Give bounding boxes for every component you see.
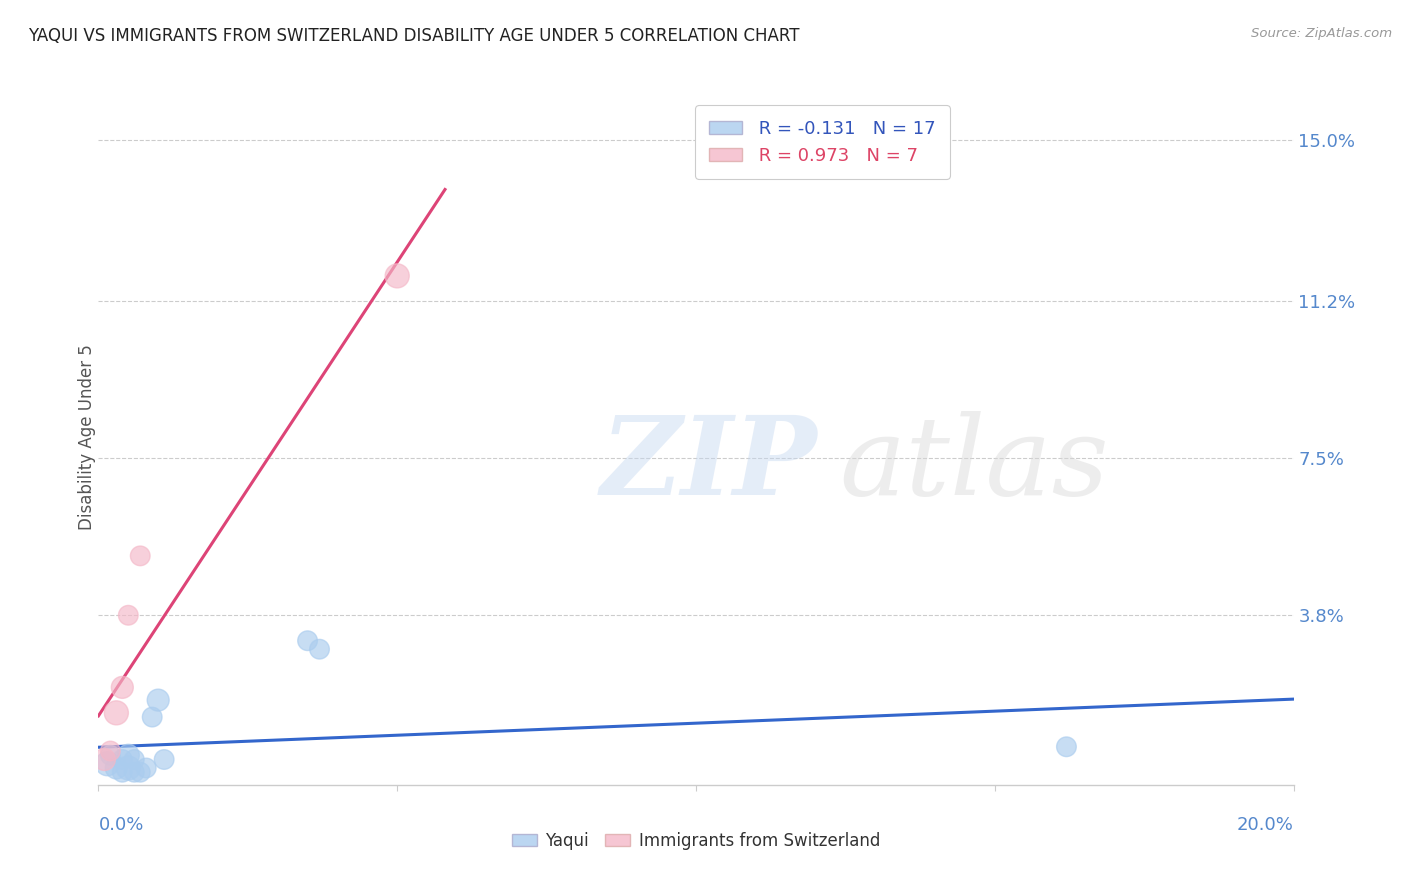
Point bbox=[117, 761, 139, 775]
Point bbox=[153, 752, 176, 766]
Point bbox=[297, 633, 319, 648]
Point bbox=[135, 761, 157, 775]
Point bbox=[117, 748, 139, 763]
Point bbox=[124, 752, 146, 766]
Point bbox=[148, 693, 170, 707]
Point bbox=[124, 765, 146, 780]
Text: 0.0%: 0.0% bbox=[98, 816, 143, 834]
Point bbox=[98, 744, 122, 758]
Point bbox=[111, 752, 134, 766]
Point bbox=[105, 706, 128, 720]
Point bbox=[141, 710, 163, 724]
Point bbox=[93, 752, 115, 766]
Point bbox=[308, 642, 330, 657]
Point bbox=[105, 761, 128, 775]
Legend: Yaqui, Immigrants from Switzerland: Yaqui, Immigrants from Switzerland bbox=[505, 825, 887, 856]
Point bbox=[385, 268, 409, 283]
Point bbox=[129, 765, 152, 780]
Point bbox=[1054, 739, 1078, 754]
Point bbox=[96, 756, 118, 771]
Point bbox=[111, 765, 134, 780]
Text: Source: ZipAtlas.com: Source: ZipAtlas.com bbox=[1251, 27, 1392, 40]
Point bbox=[129, 549, 152, 563]
Text: atlas: atlas bbox=[839, 411, 1109, 518]
Point bbox=[111, 681, 134, 695]
Point bbox=[117, 608, 139, 623]
Text: YAQUI VS IMMIGRANTS FROM SWITZERLAND DISABILITY AGE UNDER 5 CORRELATION CHART: YAQUI VS IMMIGRANTS FROM SWITZERLAND DIS… bbox=[28, 27, 800, 45]
Text: ZIP: ZIP bbox=[600, 411, 817, 518]
Y-axis label: Disability Age Under 5: Disability Age Under 5 bbox=[79, 344, 96, 530]
Point bbox=[98, 748, 122, 763]
Text: 20.0%: 20.0% bbox=[1237, 816, 1294, 834]
